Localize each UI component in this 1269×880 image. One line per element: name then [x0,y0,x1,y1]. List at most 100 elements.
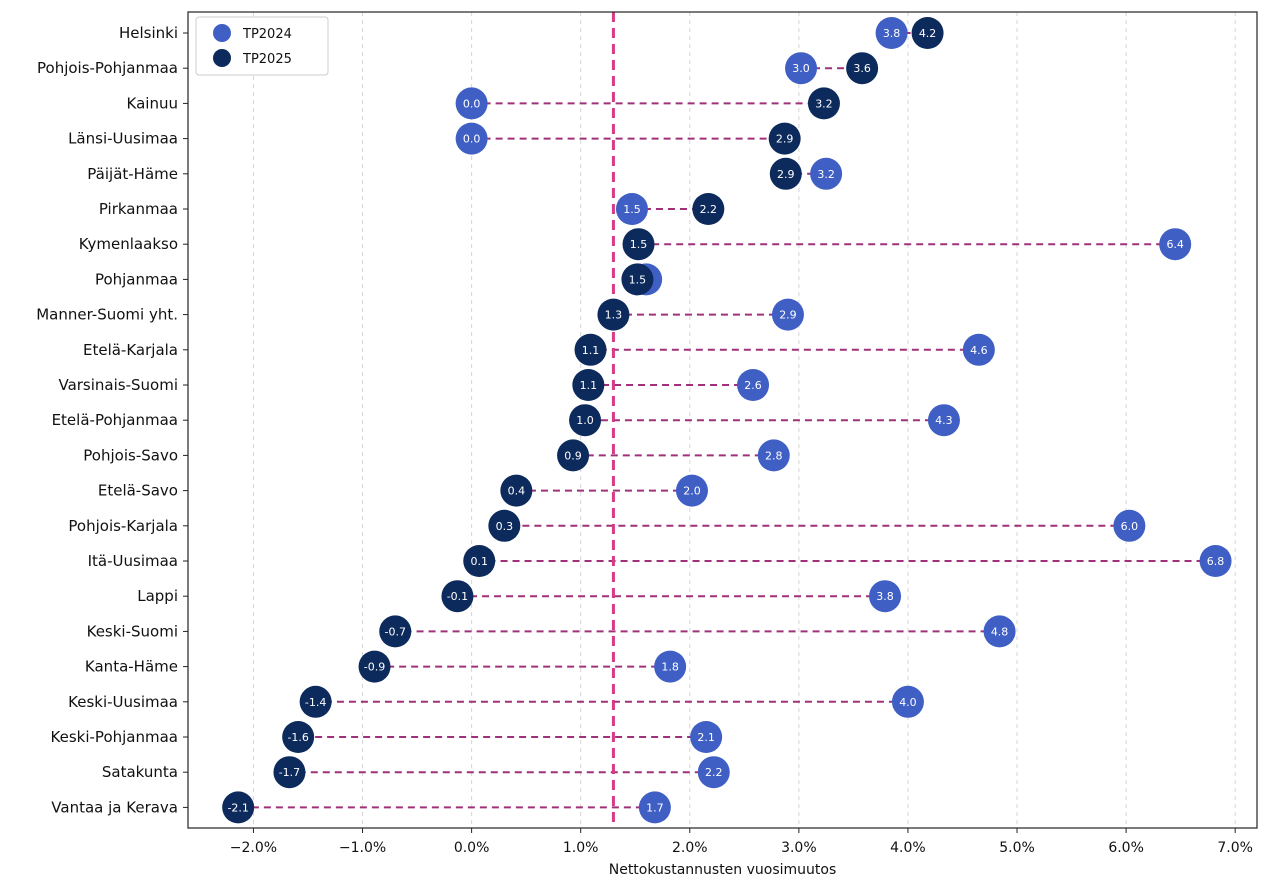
tp2024-point [690,721,723,753]
tp2024-point [875,17,908,49]
data-label: 3.8 [876,590,894,603]
category-label: Kainuu [127,94,178,112]
x-axis-title: Nettokustannusten vuosimuutos [609,862,837,878]
y-axis-labels: Helsinki Pohjois-Pohjanmaa Kainuu Länsi-Uus… [36,24,188,816]
legend-label-tp2024: TP2024 [242,27,292,42]
data-label: 4.3 [935,414,953,427]
category-label: Helsinki [119,24,178,42]
data-label: 1.5 [629,273,647,286]
category-label: Kymenlaakso [79,235,178,253]
tp2024-point [675,474,708,507]
tp2024-point [455,122,488,155]
tp2025-point [379,615,412,648]
data-label: 2.9 [776,133,794,146]
data-label: 3.2 [815,97,833,110]
data-label: 4.2 [919,27,937,40]
data-label: 2.1 [697,731,715,744]
category-label: Pirkanmaa [99,200,178,218]
data-label: 4.6 [970,344,988,357]
data-label: 2.6 [744,379,762,392]
data-label: 0.9 [564,449,582,462]
data-label: 1.5 [623,203,641,216]
x-tick-label: 6.0% [1108,840,1144,856]
legend-marker-tp2024 [213,24,231,42]
category-label: Keski-Uusimaa [68,693,178,711]
tp2025-point [769,157,802,190]
tp2025-point [557,439,590,472]
data-label: -0.9 [364,661,385,674]
tp2024-point [1113,509,1146,542]
tp2024-point [757,439,790,472]
connector-lines [238,32,1216,809]
category-label: Etelä-Pohjanmaa [52,411,178,429]
data-label: 0.1 [470,555,488,568]
category-label: Lappi [137,587,178,605]
data-label: 3.8 [883,27,901,40]
tp2025-point [441,580,474,613]
category-label: Keski-Pohjanmaa [51,728,178,746]
data-label: 1.1 [582,344,600,357]
data-label: 2.2 [700,203,718,216]
data-label: 2.9 [777,168,795,181]
category-label: Itä-Uusimaa [88,552,178,570]
tp2024-point [615,193,648,225]
category-label: Pohjois-Savo [83,446,178,464]
legend: TP2024 TP2025 [195,16,329,76]
data-label: -2.1 [227,801,248,814]
tp2024-point [869,580,902,613]
category-label: Pohjanmaa [95,270,178,288]
grid-lines [252,12,1236,828]
data-label: 1.7 [646,801,664,814]
data-label: 3.2 [817,168,835,181]
tp2025-point [463,545,496,577]
x-tick-label: −2.0% [230,840,277,856]
tp2025-point [222,791,255,824]
data-label: 0.0 [463,133,481,146]
data-label: 0.0 [463,97,481,110]
data-label: 1.5 [630,238,648,251]
x-axis-ticks: −2.0% −1.0% 0.0% 1.0% 2.0% 3.0% 4.0% 5.0% 6.0% 7.… [230,828,1253,856]
tp2025-point [768,122,801,155]
category-label: Pohjois-Pohjanmaa [37,59,178,77]
data-label: 2.0 [683,485,701,498]
x-tick-label: 4.0% [890,840,926,856]
data-label: 4.8 [991,625,1009,638]
data-label: 0.3 [496,520,514,533]
category-label: Etelä-Savo [98,482,178,500]
x-tick-label: −1.0% [339,840,386,856]
category-label: Kanta-Häme [85,658,178,676]
tp2024-point [810,157,843,190]
tp2025-point [358,650,391,683]
tp2025-point [500,474,533,507]
tp2024-point [771,298,804,331]
tp2025-point [621,263,654,296]
tp2024-point [927,404,960,437]
tp2025-point [807,87,840,120]
tp2024-point [1159,228,1192,261]
data-label: 4.0 [899,696,917,709]
category-label: Etelä-Karjala [83,341,178,359]
category-label: Satakunta [102,763,178,781]
x-tick-label: 7.0% [1217,840,1253,856]
tp2024-point [891,685,924,718]
data-label: 3.6 [853,62,871,75]
tp2024-point [455,87,488,120]
category-label: Länsi-Uusimaa [68,130,178,148]
category-label: Pohjois-Karjala [68,517,178,535]
category-label: Manner-Suomi yht. [36,306,178,324]
tp2025-point [692,193,725,225]
tp2025-point [273,756,306,789]
data-label: 2.9 [779,309,797,322]
tp2025-point [574,333,607,366]
data-label: -1.6 [287,731,308,744]
x-tick-label: 2.0% [672,840,708,856]
x-tick-label: 0.0% [454,840,490,856]
data-label: -0.1 [447,590,468,603]
tp2024-point [962,333,995,366]
tp2024-point [1199,545,1232,577]
tp2025-point [622,228,655,261]
tp2024-point [638,791,671,824]
tp2024-point [737,369,770,401]
tp2024-point [654,650,687,683]
